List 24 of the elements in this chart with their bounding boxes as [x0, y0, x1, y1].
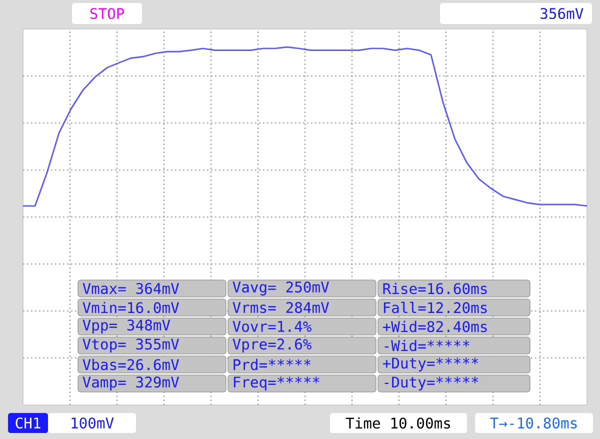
text: 100mV	[72, 417, 114, 429]
annotation: Vrms= 284mV	[232, 302, 329, 314]
annotation: Fall=12.20ms	[384, 302, 487, 314]
annotation: +Duty=*****	[382, 358, 478, 372]
annotation: Vbas=26.6mV	[82, 358, 179, 370]
annotation: Vtop= 355mV	[82, 338, 179, 352]
annotation: Vavg= 250mV	[232, 281, 329, 296]
text: 356mV	[540, 8, 584, 20]
text: T→-10.80ms	[490, 417, 577, 429]
annotation: -Duty=*****	[384, 376, 478, 390]
annotation: Vpp= 348mV	[82, 320, 170, 334]
annotation: Vamp= 329mV	[82, 376, 179, 390]
annotation: Prd=*****	[234, 358, 311, 370]
annotation: Vovr=1.4%	[232, 321, 312, 332]
annotation: Rise=16.60ms	[383, 282, 487, 294]
annotation: -Wid=*****	[384, 340, 470, 352]
text: CH1	[16, 417, 40, 429]
text: STOP	[90, 8, 124, 20]
annotation: Vmax= 364mV	[82, 282, 179, 294]
annotation: +Wid=82.40ms	[382, 320, 487, 332]
text: Time 10.00ms	[346, 417, 450, 429]
annotation: Vpre=2.6%	[232, 338, 312, 352]
annotation: Freq=*****	[234, 376, 320, 390]
annotation: Vmin=16.0mV	[82, 302, 179, 314]
